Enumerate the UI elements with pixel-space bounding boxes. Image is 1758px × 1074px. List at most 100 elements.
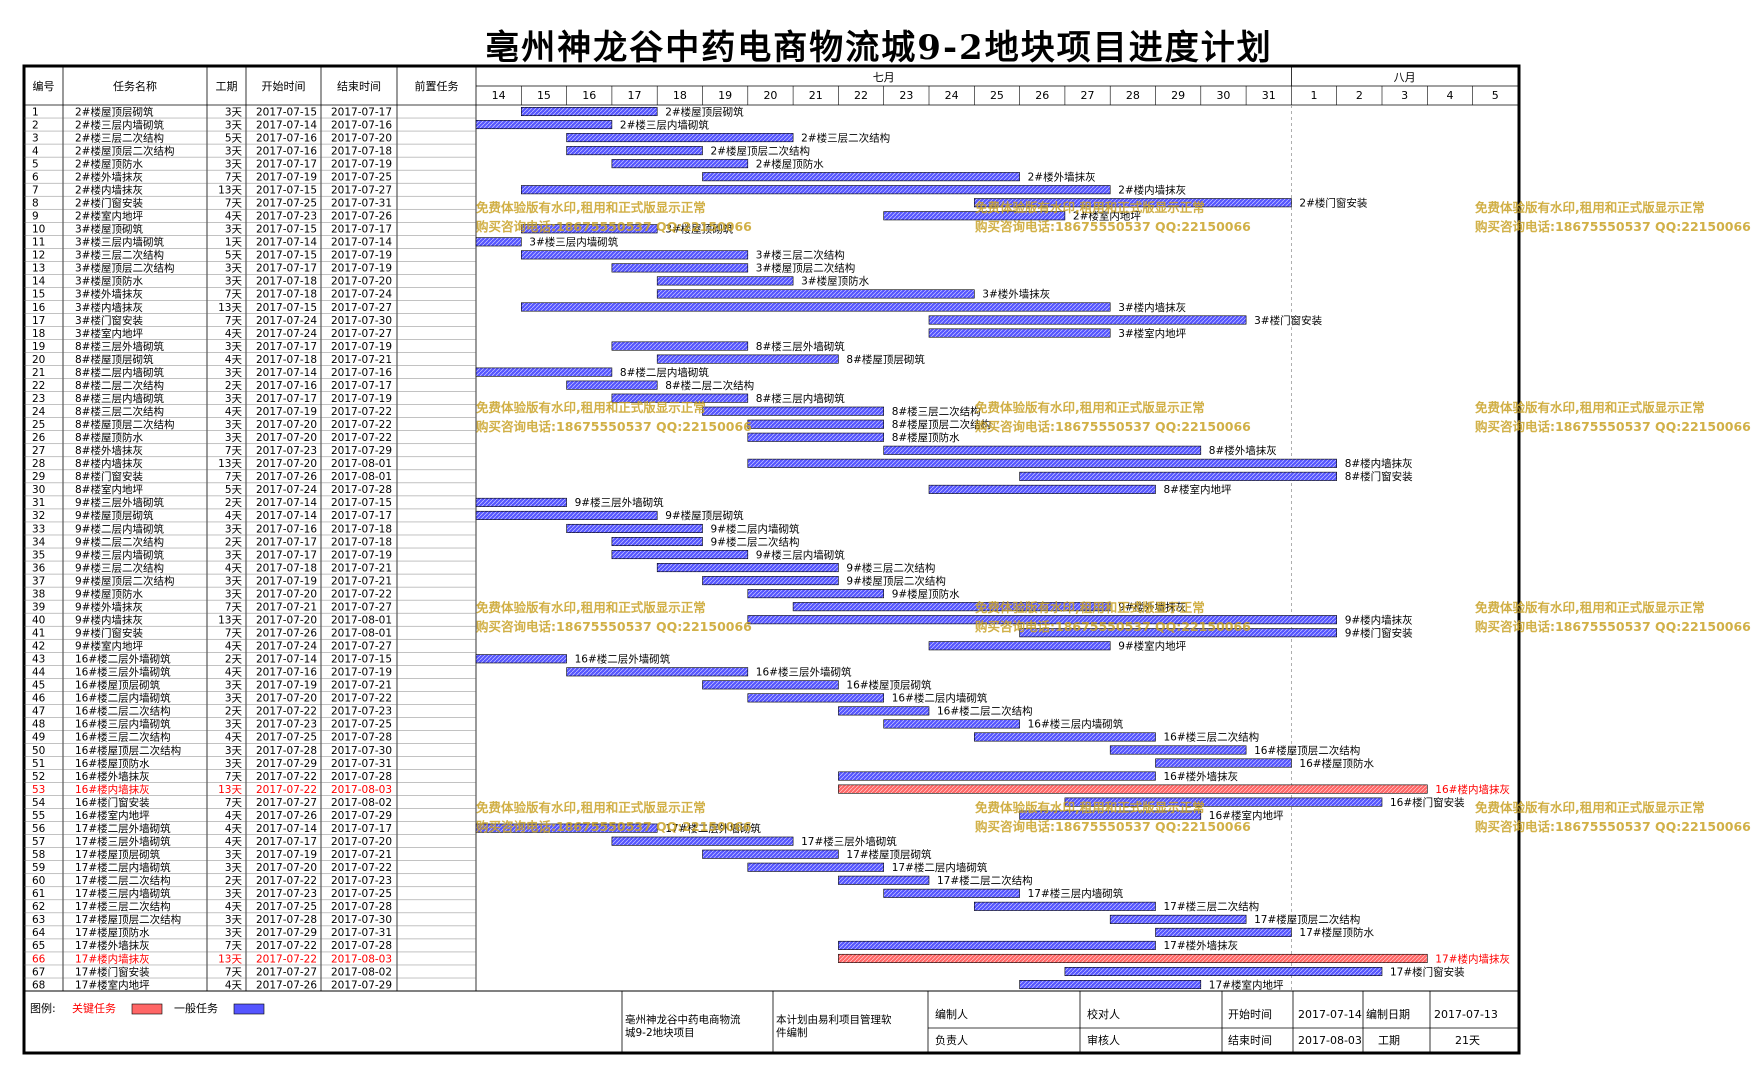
task-id: 34 (32, 536, 46, 548)
task-name: 9#楼室内地坪 (75, 640, 143, 653)
bar-label: 17#楼外墙抹灰 (1164, 939, 1239, 952)
task-start: 2017-07-19 (256, 171, 317, 183)
task-duration: 4天 (225, 562, 243, 574)
task-id: 63 (32, 914, 45, 926)
task-duration: 4天 (225, 406, 243, 418)
task-end: 2017-07-17 (331, 823, 392, 835)
day-tick-label: 22 (854, 89, 868, 102)
watermark-line1: 免费体验版有水印,租用和正式版显示正常 (975, 200, 1205, 215)
task-name: 9#楼二层内墙砌筑 (75, 522, 164, 535)
task-name: 3#楼三层二次结构 (75, 249, 164, 262)
task-end: 2017-07-30 (331, 914, 392, 926)
gantt-bar (1109, 914, 1247, 924)
task-end: 2017-07-28 (331, 901, 392, 913)
task-name: 9#楼三层外墙砌筑 (75, 496, 164, 509)
task-name: 17#楼室内地坪 (75, 978, 150, 991)
task-duration: 7天 (225, 797, 243, 809)
task-start: 2017-07-20 (256, 458, 317, 470)
task-start: 2017-07-19 (256, 680, 317, 692)
task-id: 52 (32, 771, 45, 783)
task-name: 17#楼二层外墙砌筑 (75, 822, 171, 835)
task-duration: 7天 (225, 198, 243, 210)
bar-label: 9#楼三层内墙砌筑 (756, 548, 845, 561)
gantt-bar (1155, 758, 1292, 768)
task-start: 2017-07-22 (256, 784, 317, 796)
task-duration: 5天 (225, 484, 243, 496)
task-end: 2017-07-18 (331, 145, 392, 157)
bar-label: 3#楼屋顶防水 (801, 275, 869, 288)
task-id: 1 (32, 106, 39, 118)
bar-label: 9#楼三层二次结构 (846, 561, 935, 574)
bar-label: 16#楼外墙抹灰 (1164, 770, 1239, 783)
start-label: 开始时间 (1228, 1007, 1272, 1021)
gantt-bar (520, 302, 1111, 312)
task-start: 2017-07-20 (256, 614, 317, 626)
task-end: 2017-08-02 (331, 797, 392, 809)
task-start: 2017-07-14 (256, 654, 317, 666)
bar-label: 3#楼屋顶砌筑 (665, 223, 733, 236)
task-start: 2017-07-23 (256, 888, 317, 900)
gantt-bar (520, 107, 658, 117)
task-name: 9#楼二层二次结构 (75, 535, 164, 548)
task-duration: 4天 (225, 979, 243, 991)
task-end: 2017-08-03 (331, 953, 392, 965)
task-name: 9#楼屋顶层二次结构 (75, 574, 174, 587)
task-start: 2017-07-15 (256, 250, 317, 262)
task-id: 9 (32, 211, 39, 223)
task-end: 2017-07-20 (331, 276, 392, 288)
task-id: 23 (32, 393, 45, 405)
gantt-bar (1019, 628, 1337, 638)
gantt-bar (747, 862, 884, 872)
task-duration: 7天 (225, 771, 243, 783)
task-duration: 13天 (218, 184, 242, 196)
bar-label: 8#楼外墙抹灰 (1209, 444, 1277, 457)
bar-label: 16#楼三层二次结构 (1164, 731, 1260, 744)
task-name: 17#楼三层外墙砌筑 (75, 835, 171, 848)
legend-critical-swatch (131, 1003, 163, 1015)
task-end: 2017-07-29 (331, 445, 392, 457)
task-duration: 3天 (225, 276, 243, 288)
gantt-bar (475, 237, 522, 247)
task-end: 2017-07-29 (331, 979, 392, 991)
task-name: 16#楼屋顶防水 (75, 757, 150, 770)
task-end: 2017-07-22 (331, 419, 392, 431)
start-value: 2017-07-14 (1298, 1008, 1362, 1021)
task-id: 27 (32, 445, 45, 457)
duration-value: 21天 (1455, 1034, 1480, 1047)
task-duration: 7天 (225, 315, 243, 327)
task-id: 11 (32, 237, 45, 249)
task-name: 3#楼三层内墙砌筑 (75, 236, 164, 249)
task-name: 16#楼门窗安装 (75, 796, 150, 809)
day-tick-label: 29 (1171, 89, 1185, 102)
task-name: 17#楼二层二次结构 (75, 874, 171, 887)
task-start: 2017-07-17 (256, 158, 317, 170)
task-id: 26 (32, 432, 46, 444)
task-name: 8#楼内墙抹灰 (75, 457, 143, 470)
task-end: 2017-07-28 (331, 940, 392, 952)
gantt-bar (1064, 797, 1383, 807)
watermark-line1: 免费体验版有水印,租用和正式版显示正常 (476, 800, 706, 815)
day-tick-label: 23 (899, 89, 913, 102)
task-end: 2017-07-21 (331, 575, 392, 587)
task-start: 2017-07-26 (256, 471, 317, 483)
task-end: 2017-07-27 (331, 184, 392, 196)
day-tick-label: 30 (1216, 89, 1230, 102)
task-duration: 3天 (225, 106, 243, 118)
task-start: 2017-07-24 (256, 641, 317, 653)
bar-label: 16#楼三层外墙砌筑 (756, 666, 852, 679)
task-end: 2017-07-19 (331, 549, 392, 561)
gantt-bar (475, 823, 658, 833)
task-id: 65 (32, 940, 45, 952)
task-start: 2017-07-14 (256, 367, 317, 379)
bar-label: 8#楼内墙抹灰 (1345, 457, 1413, 470)
bar-label: 8#楼屋顶防水 (892, 431, 960, 444)
bar-label: 8#楼屋顶层二次结构 (892, 418, 991, 431)
gantt-bar (747, 432, 884, 442)
task-name: 16#楼屋顶层二次结构 (75, 744, 181, 757)
task-id: 37 (32, 575, 45, 587)
bar-label: 2#楼三层二次结构 (801, 131, 890, 144)
bar-label: 17#楼屋顶防水 (1299, 926, 1374, 939)
task-start: 2017-07-22 (256, 953, 317, 965)
watermark-line2: 购买咨询电话:18675550537 QQ:22150066 (476, 619, 752, 634)
bar-label: 16#楼二层二次结构 (937, 705, 1033, 718)
